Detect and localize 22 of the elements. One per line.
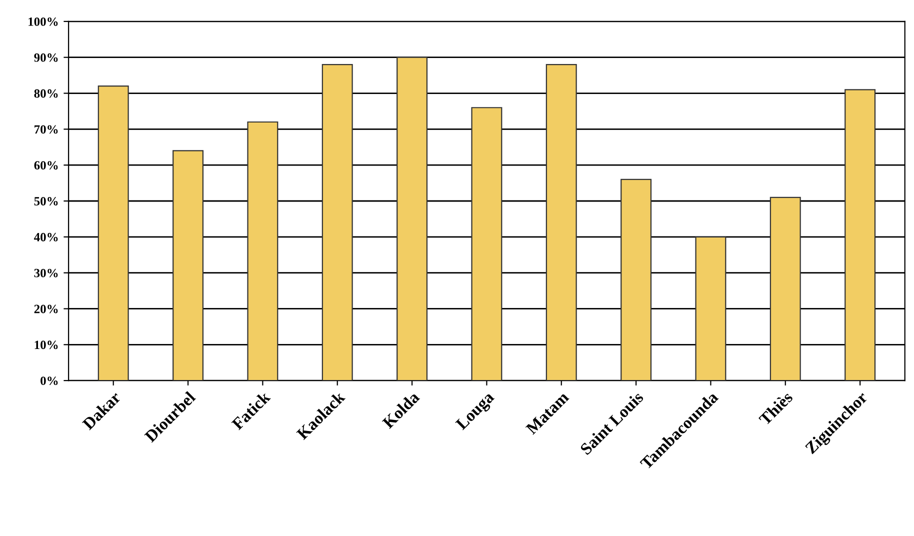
bar [695, 236, 726, 381]
y-tick-label: 60% [34, 161, 58, 170]
bar [396, 56, 428, 381]
y-tick-label: 30% [34, 268, 58, 278]
y-tick-label: 40% [34, 232, 58, 242]
y-tick-label: 90% [34, 53, 58, 62]
y-tick-label: 50% [34, 197, 58, 206]
bar [546, 64, 577, 381]
y-tick-label: 100% [28, 17, 58, 26]
bar [471, 107, 502, 381]
y-tick-label: 70% [34, 125, 58, 134]
y-tick-label: 0% [40, 376, 58, 386]
bar [98, 86, 129, 381]
bar [844, 89, 876, 381]
y-tick-label: 10% [34, 340, 58, 350]
bar [172, 150, 204, 381]
bar [247, 121, 278, 381]
bar [770, 196, 801, 381]
bar [620, 178, 652, 381]
y-tick-label: 80% [34, 89, 58, 98]
bar [322, 64, 353, 381]
y-tick-label: 20% [34, 304, 58, 314]
